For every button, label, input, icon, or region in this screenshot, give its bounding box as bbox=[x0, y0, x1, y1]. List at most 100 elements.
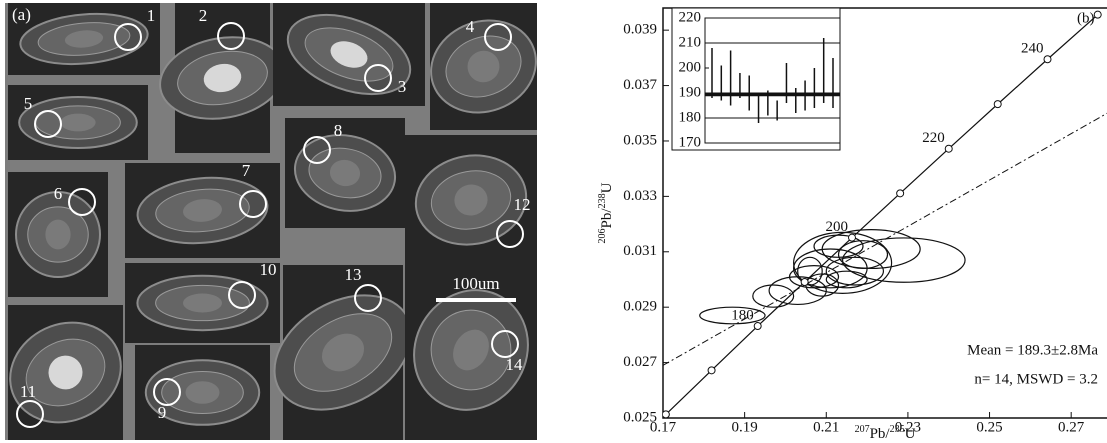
age-marker bbox=[663, 410, 670, 418]
crystal-core bbox=[453, 329, 489, 371]
zircon-crystal bbox=[18, 96, 138, 149]
inset-y-tick-label: 220 bbox=[679, 9, 702, 25]
y-tick-label: 0.029 bbox=[623, 299, 657, 315]
crystal-core bbox=[203, 63, 242, 93]
spot-label: 8 bbox=[334, 121, 343, 140]
y-tick-label: 0.025 bbox=[623, 409, 657, 425]
crystal-core bbox=[467, 50, 500, 83]
analysis-spot bbox=[303, 136, 331, 164]
analysis-spot bbox=[484, 23, 512, 51]
age-marker bbox=[707, 366, 716, 375]
age-label: 180 bbox=[731, 307, 754, 323]
spot-label: 3 bbox=[398, 77, 407, 96]
error-ellipse bbox=[837, 240, 889, 270]
crystal-core bbox=[45, 219, 71, 250]
axis-label-part: Pb/ bbox=[870, 426, 891, 442]
crystal-core bbox=[182, 293, 223, 313]
error-ellipse bbox=[841, 237, 966, 283]
age-marker bbox=[800, 277, 809, 286]
chart: 0.17 0.19 0.21 0.23 0.25 0.27 0.025 0.027 0.029 0… bbox=[597, 7, 1107, 443]
y-tick-label: 0.027 bbox=[623, 354, 657, 370]
spot-label: 13 bbox=[345, 265, 362, 284]
analysis-spot bbox=[16, 400, 44, 428]
spot-label: 14 bbox=[506, 355, 524, 374]
plot-area: 180 200 220 240 bbox=[663, 10, 1107, 418]
age-marker bbox=[1043, 55, 1052, 64]
zircon-crystal bbox=[136, 176, 269, 245]
zircon-crystal bbox=[273, 294, 413, 411]
analysis-spot bbox=[491, 330, 519, 358]
y-tick-label: 0.033 bbox=[623, 188, 657, 204]
age-marker bbox=[1093, 10, 1102, 19]
zircon-crystal bbox=[293, 134, 397, 212]
crystal-core bbox=[48, 355, 83, 390]
crystal-core bbox=[185, 381, 220, 404]
crystal-core bbox=[183, 199, 222, 222]
error-ellipse bbox=[821, 229, 921, 270]
x-tick-label: 0.27 bbox=[1058, 419, 1085, 435]
analysis-spot bbox=[364, 64, 392, 92]
analysis-spot bbox=[114, 23, 142, 51]
analysis-spot bbox=[68, 188, 96, 216]
inset-y-tick-label: 210 bbox=[679, 34, 702, 50]
panel-label: (a) bbox=[12, 5, 31, 24]
spot-label: 11 bbox=[20, 382, 36, 401]
analysis-spot bbox=[496, 220, 524, 248]
axis-label-part: 206 bbox=[597, 228, 608, 243]
x-tick-label: 0.23 bbox=[895, 419, 921, 435]
analysis-spot bbox=[34, 110, 62, 138]
analysis-spot bbox=[153, 378, 181, 406]
axis-label-part: Pb/ bbox=[599, 208, 615, 229]
zircon-crystal bbox=[159, 36, 286, 120]
error-ellipse bbox=[768, 276, 827, 306]
annotation-stats: n= 14, MSWD = 3.2 bbox=[974, 371, 1098, 387]
error-ellipse bbox=[793, 231, 893, 294]
spot-label: 12 bbox=[514, 195, 531, 214]
axis-label-part: 238 bbox=[597, 193, 608, 208]
analysis-spot bbox=[354, 284, 382, 312]
concordia-curve bbox=[665, 14, 1099, 415]
error-ellipse bbox=[797, 256, 823, 286]
crystal-core bbox=[454, 184, 488, 216]
spot-label: 2 bbox=[199, 6, 208, 25]
annotation-mean: Mean = 189.3±2.8Ma bbox=[967, 342, 1098, 358]
crystal-core bbox=[64, 30, 104, 48]
age-marker bbox=[753, 322, 762, 331]
crystal-core bbox=[60, 113, 96, 132]
y-tick-label: 0.031 bbox=[623, 243, 657, 259]
axis-label-part: 235 bbox=[890, 424, 905, 435]
zircon-crystal bbox=[19, 12, 149, 66]
zircon-crystal bbox=[414, 154, 528, 246]
age-label: 220 bbox=[922, 130, 945, 146]
crystal-core bbox=[321, 333, 365, 372]
age-label: 240 bbox=[1021, 41, 1044, 57]
inset-y-tick-label: 200 bbox=[679, 59, 702, 75]
x-axis-label: 207Pb/235U bbox=[855, 424, 916, 443]
error-ellipse bbox=[699, 306, 766, 325]
y-tick-label: 0.035 bbox=[623, 132, 657, 148]
inset-plot-frame bbox=[704, 17, 841, 144]
scale-bar bbox=[436, 298, 516, 302]
x-tick-label: 0.19 bbox=[732, 419, 758, 435]
age-marker bbox=[896, 189, 905, 198]
zircon-crystal bbox=[9, 321, 122, 424]
zircon-crystal bbox=[144, 359, 261, 426]
error-ellipse bbox=[813, 234, 864, 258]
age-marker bbox=[993, 100, 1002, 109]
axis-label-part: U bbox=[599, 182, 615, 193]
analysis-spot bbox=[217, 22, 245, 50]
inset-y-tick-label: 170 bbox=[679, 134, 702, 150]
spot-label: 7 bbox=[242, 161, 251, 180]
spot-label: 9 bbox=[158, 403, 167, 422]
inset-y-tick-label: 180 bbox=[679, 109, 702, 125]
spot-label: 1 bbox=[147, 6, 156, 25]
y-tick-label: 0.039 bbox=[623, 22, 657, 38]
analysis-spot bbox=[239, 190, 267, 218]
spot-label: 4 bbox=[466, 17, 475, 36]
x-tick-label: 0.21 bbox=[813, 419, 839, 435]
crystal-core bbox=[330, 41, 368, 68]
scale-bar-label: 100um bbox=[452, 274, 499, 293]
